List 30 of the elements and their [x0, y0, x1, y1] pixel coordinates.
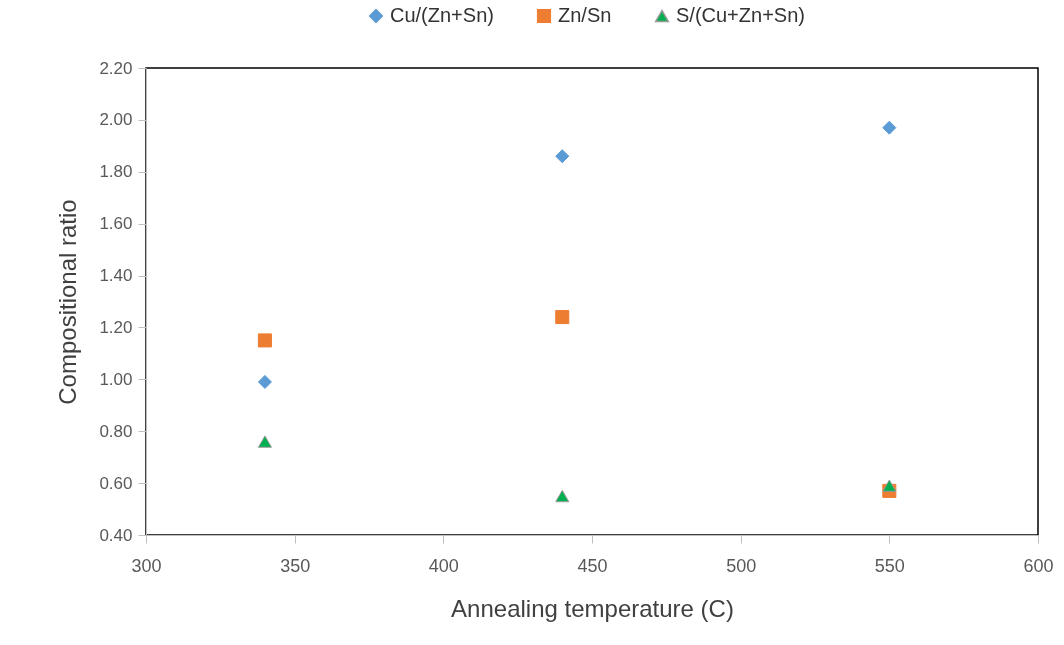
point: [555, 310, 570, 325]
x-tick-label: 350: [280, 555, 311, 576]
point: [555, 489, 570, 503]
y-tick-label: 0.80: [99, 421, 133, 441]
x-tick-label: 500: [726, 555, 757, 576]
legend-label: Cu/(Zn+Sn): [390, 4, 494, 26]
point: [257, 435, 272, 448]
x-tick-label: 600: [1023, 555, 1054, 576]
y-tick-label: 1.40: [99, 266, 133, 286]
x-tick-label: 450: [577, 555, 608, 576]
y-tick-label: 0.60: [99, 473, 133, 493]
x-axis-title: Annealing temperature (C): [451, 594, 734, 622]
y-tick-label: 1.00: [99, 369, 133, 389]
x-tick-label: 550: [874, 555, 905, 576]
x-tick-label: 300: [131, 555, 162, 576]
point: [882, 479, 897, 492]
y-tick-label: 1.60: [99, 214, 133, 234]
y-axis-title: Compositional ratio: [54, 199, 82, 405]
y-tick-label: 2.00: [99, 110, 133, 130]
point: [257, 333, 272, 348]
y-tick-label: 1.20: [99, 317, 133, 337]
y-tick-label: 2.20: [99, 58, 133, 78]
x-tick-label: 400: [428, 555, 459, 576]
point: [555, 149, 570, 164]
legend-label: Zn/Sn: [558, 4, 612, 26]
legend-label: S/(Cu+Zn+Sn): [676, 4, 805, 26]
point: [257, 374, 272, 389]
y-tick-label: 0.40: [99, 525, 133, 545]
y-tick-label: 1.80: [99, 162, 133, 182]
point: [882, 120, 897, 135]
